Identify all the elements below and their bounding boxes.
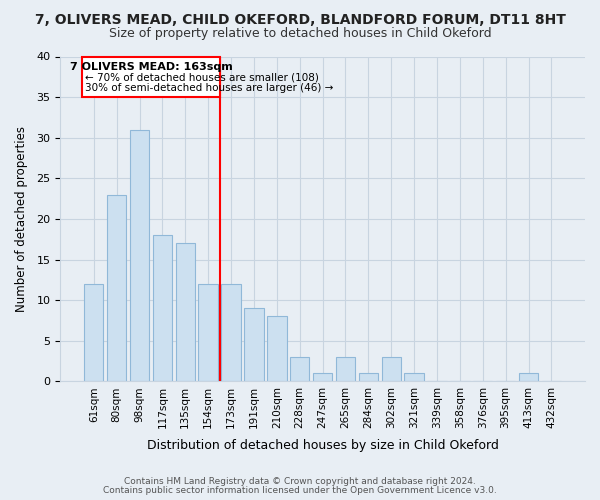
Bar (244, 308, 263, 382)
Bar (336, 357, 355, 382)
Bar (290, 357, 310, 382)
Bar (221, 284, 241, 382)
Bar (519, 374, 538, 382)
Text: 30% of semi-detached houses are larger (46) →: 30% of semi-detached houses are larger (… (85, 84, 333, 94)
FancyBboxPatch shape (82, 56, 220, 97)
Text: Contains public sector information licensed under the Open Government Licence v3: Contains public sector information licen… (103, 486, 497, 495)
Y-axis label: Number of detached properties: Number of detached properties (15, 126, 28, 312)
Bar (84, 284, 103, 382)
Bar (130, 130, 149, 382)
Bar (404, 374, 424, 382)
Bar (267, 316, 287, 382)
Bar (152, 235, 172, 382)
Bar (107, 194, 127, 382)
Text: Size of property relative to detached houses in Child Okeford: Size of property relative to detached ho… (109, 28, 491, 40)
Bar (382, 357, 401, 382)
Bar (313, 374, 332, 382)
Bar (199, 284, 218, 382)
Text: 7 OLIVERS MEAD: 163sqm: 7 OLIVERS MEAD: 163sqm (70, 62, 232, 72)
Bar (359, 374, 378, 382)
Text: Contains HM Land Registry data © Crown copyright and database right 2024.: Contains HM Land Registry data © Crown c… (124, 477, 476, 486)
X-axis label: Distribution of detached houses by size in Child Okeford: Distribution of detached houses by size … (146, 440, 499, 452)
Text: 7, OLIVERS MEAD, CHILD OKEFORD, BLANDFORD FORUM, DT11 8HT: 7, OLIVERS MEAD, CHILD OKEFORD, BLANDFOR… (35, 12, 565, 26)
Bar (176, 244, 195, 382)
Text: ← 70% of detached houses are smaller (108): ← 70% of detached houses are smaller (10… (85, 72, 319, 83)
